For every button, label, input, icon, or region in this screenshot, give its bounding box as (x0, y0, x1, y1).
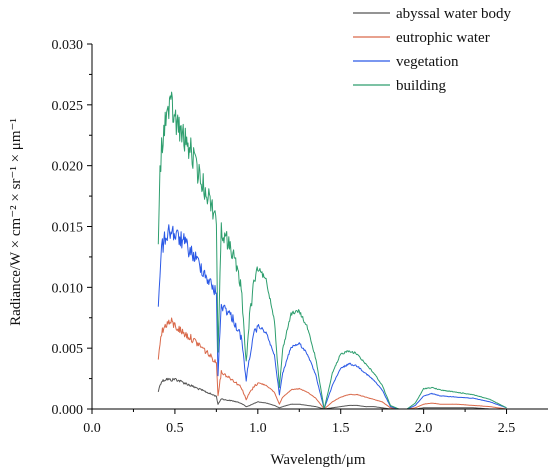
y-tick-label: 0.000 (52, 403, 84, 418)
legend-label: abyssal water body (396, 6, 511, 22)
y-tick-label: 0.015 (52, 221, 84, 236)
y-tick-label: 0.020 (52, 160, 84, 175)
legend-label: eutrophic water (396, 30, 490, 46)
x-tick-label: 0.0 (83, 421, 101, 436)
y-tick-label: 0.005 (52, 342, 84, 357)
x-axis-title: Wavelength/μm (270, 452, 365, 468)
legend-label: vegetation (396, 54, 459, 70)
series-line (157, 224, 507, 410)
y-axis-title: Radiance/W × cm⁻² × sr⁻¹ × μm⁻¹ (8, 118, 24, 326)
y-tick-label: 0.030 (52, 38, 84, 53)
x-tick-label: 1.5 (332, 421, 350, 436)
x-tick-label: 2.5 (498, 421, 516, 436)
x-tick-label: 0.5 (166, 421, 184, 436)
x-tick-label: 1.0 (249, 421, 267, 436)
series-line (157, 317, 507, 410)
legend: abyssal water body eutrophic water vegetat… (353, 6, 511, 94)
legend-label: building (396, 78, 447, 94)
series-line (157, 377, 507, 410)
y-tick-label: 0.010 (52, 281, 84, 296)
plot-area (157, 91, 507, 410)
x-tick-label: 2.0 (415, 421, 433, 436)
y-tick-label: 0.025 (52, 99, 84, 114)
series-line (157, 91, 507, 410)
axes: 0.0 0.5 1.0 1.5 2.0 2.5 0.000 0.005 0.010 0.015 0.… (52, 38, 548, 436)
